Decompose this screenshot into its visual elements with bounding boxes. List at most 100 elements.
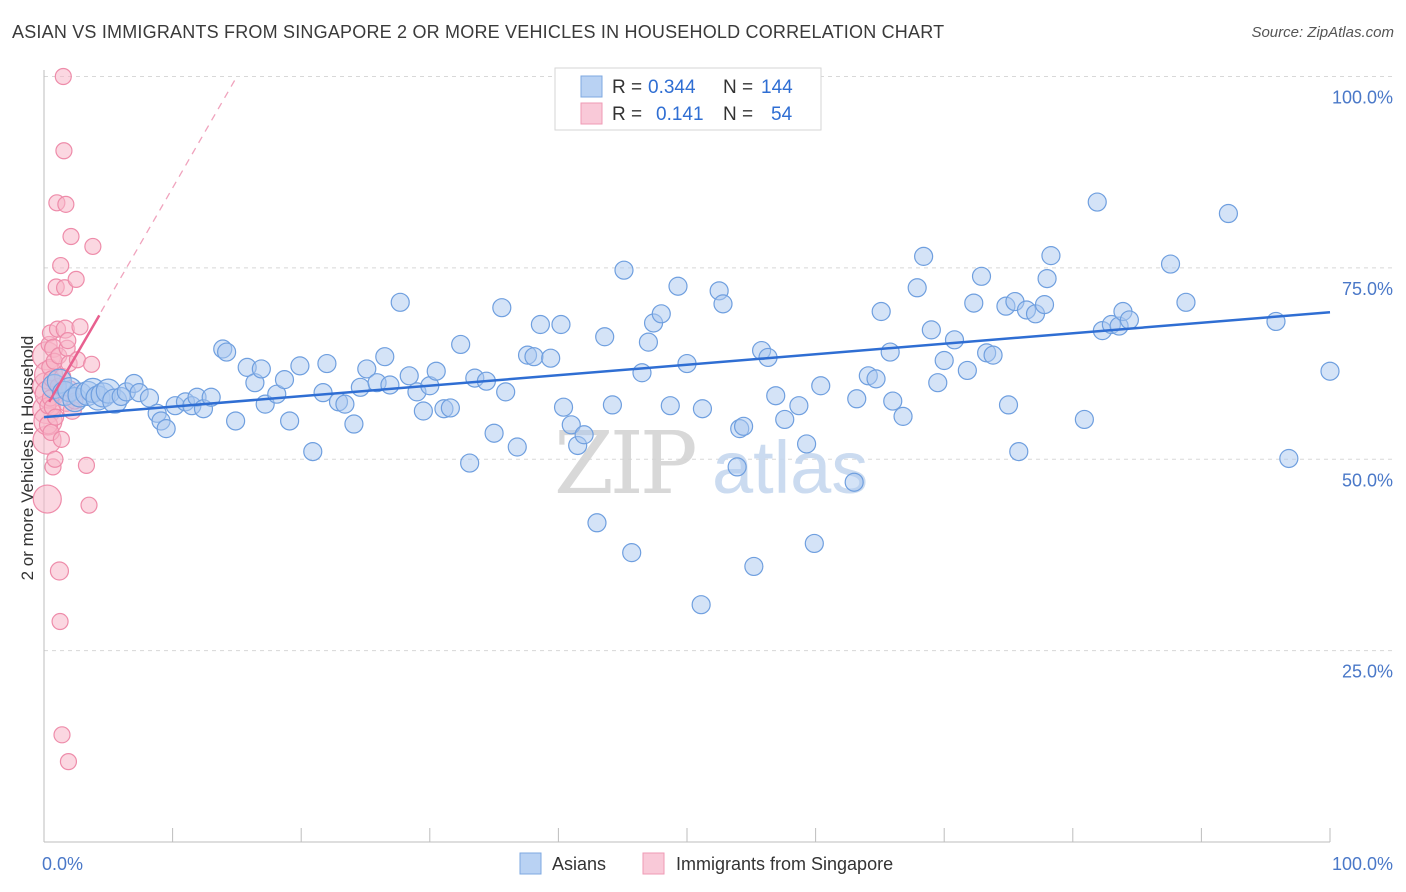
asian-point <box>217 342 237 362</box>
legend-swatch-singapore <box>580 102 603 125</box>
asian-point <box>380 375 400 395</box>
singapore-point <box>62 227 80 246</box>
asian-point <box>847 389 867 409</box>
asian-point <box>964 293 984 313</box>
asian-point <box>492 298 512 318</box>
asian-point <box>274 370 295 390</box>
asian-point <box>574 425 594 445</box>
y-tick-label-75: 75.0% <box>1342 279 1393 299</box>
source-label: Source: ZipAtlas.com <box>1251 24 1394 41</box>
singapore-trend-extension <box>48 76 238 403</box>
singapore-point <box>71 318 89 336</box>
asian-point <box>587 513 607 533</box>
singapore-point <box>32 484 62 514</box>
bottom-legend-swatch-asians <box>519 852 542 875</box>
asian-point <box>290 356 310 376</box>
legend-asians-n-label: N = <box>723 77 753 98</box>
asian-point <box>727 457 747 477</box>
asian-point <box>602 395 623 415</box>
legend-asians-r-label: R = <box>612 77 642 98</box>
asian-point <box>553 397 574 417</box>
singapore-point <box>55 142 73 160</box>
asian-point <box>156 419 176 439</box>
asian-point <box>335 394 355 414</box>
asian-point <box>1034 295 1055 315</box>
singapore-point <box>55 279 74 297</box>
legend-asians-n-value: 144 <box>761 77 793 98</box>
singapore-point <box>84 237 102 256</box>
asian-point <box>413 401 433 421</box>
singapore-point <box>59 753 78 771</box>
asian-point <box>460 453 480 473</box>
asian-point <box>871 301 891 322</box>
axes <box>43 70 1331 843</box>
legend-singapore-n-value: 54 <box>771 104 793 125</box>
singapore-point <box>67 270 85 288</box>
y-tick-label-100: 100.0% <box>1332 88 1393 108</box>
asian-point <box>390 292 410 312</box>
legend-singapore-r-label: R = <box>612 104 642 125</box>
asian-point <box>983 345 1003 365</box>
bottom-legend-swatch-singapore <box>642 852 665 875</box>
asian-point <box>632 363 652 383</box>
singapore-trend-line <box>48 314 101 403</box>
asian-point <box>1087 192 1107 212</box>
asian-point <box>660 396 680 416</box>
asian-point <box>638 332 659 352</box>
asian-point <box>201 387 221 407</box>
asian-point <box>691 595 711 615</box>
asian-point <box>804 533 824 554</box>
asian-point <box>375 347 395 367</box>
y-tick-label-50: 50.0% <box>1342 470 1393 490</box>
bottom-legend-singapore: Immigrants from Singapore <box>676 854 893 874</box>
asian-point <box>561 415 581 435</box>
asian-point <box>350 377 370 397</box>
asian-point <box>775 409 795 430</box>
asian-point <box>357 359 377 379</box>
asian-point <box>692 399 713 419</box>
asian-point <box>496 382 516 402</box>
watermark: ZIP atlas <box>554 414 868 514</box>
asian-point <box>1041 246 1061 266</box>
asian-point <box>524 347 544 367</box>
asian-point <box>668 276 688 296</box>
asian-point <box>998 395 1019 415</box>
asian-point <box>934 350 954 371</box>
singapore-point <box>53 726 71 744</box>
asian-point <box>317 353 337 374</box>
asian-point <box>251 359 271 379</box>
asian-point <box>344 414 364 434</box>
asian-point <box>541 348 561 368</box>
singapore-point <box>77 456 96 474</box>
singapore-points <box>32 67 102 771</box>
asian-point <box>622 543 642 563</box>
chart-title: ASIAN VS IMMIGRANTS FROM SINGAPORE 2 OR … <box>12 22 945 42</box>
asian-point <box>880 342 900 362</box>
singapore-point <box>51 612 69 631</box>
asian-point <box>426 361 446 381</box>
singapore-point <box>49 561 70 581</box>
y-tick-labels: 25.0% 50.0% 75.0% 100.0% <box>1332 88 1393 682</box>
asian-point <box>811 376 831 396</box>
asian-point <box>530 314 550 335</box>
singapore-point <box>46 450 64 468</box>
asian-point <box>733 416 754 436</box>
asian-point <box>1218 203 1239 224</box>
top-legend: R = 0.344 N = 144 R = 0.141 N = 54 <box>554 67 822 131</box>
legend-singapore-n-label: N = <box>723 104 753 125</box>
singapore-point <box>52 256 70 275</box>
asian-trend-line <box>43 311 1331 419</box>
asian-point <box>844 472 864 492</box>
singapore-point <box>54 67 72 86</box>
asian-point <box>1074 409 1094 430</box>
asian-point <box>226 411 246 431</box>
x-tick-label-min: 0.0% <box>42 854 83 874</box>
asian-point <box>921 320 941 340</box>
asian-point <box>957 360 977 381</box>
legend-asians-r-value: 0.344 <box>648 77 696 98</box>
asian-point <box>507 437 527 457</box>
asian-point <box>1037 268 1057 289</box>
bottom-legend-asians: Asians <box>552 854 606 874</box>
asian-point <box>713 294 733 314</box>
x-tick-label-max: 100.0% <box>1332 854 1393 874</box>
